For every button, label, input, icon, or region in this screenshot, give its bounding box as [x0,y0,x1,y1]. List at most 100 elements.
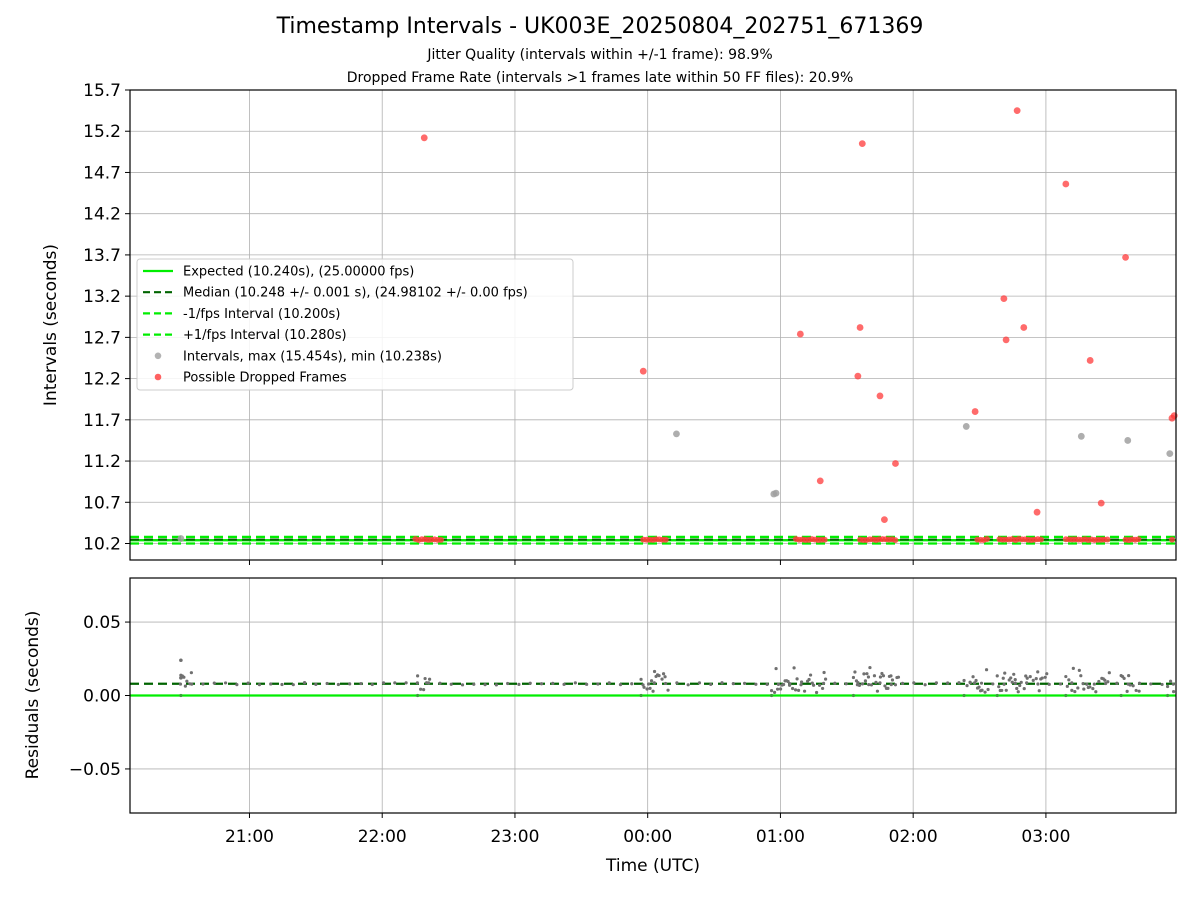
residual-point [765,682,769,686]
residual-point [607,681,611,685]
residual-point [1134,688,1138,693]
residual-point [820,686,825,691]
top-axis-ticks: 10.2 10.7 11.2 11.7 12.2 12.7 13.2 13.7 14.2 14.7… [83,81,1047,565]
residual-point [1065,684,1069,688]
legend-entry-label: -1/fps Interval (10.200s) [183,307,340,322]
residual-point [1013,678,1017,682]
residual-point [786,679,790,684]
residual-point [664,681,668,686]
residual-point [1106,680,1110,684]
dropped-frame-point [856,324,864,331]
residual-point [844,682,848,686]
residual-point [1018,683,1022,688]
residual-point [1103,678,1107,682]
residual-point [881,674,886,678]
residual-point [675,681,679,685]
dropped-frame-point [983,536,990,543]
interval-point [1124,437,1132,444]
top-y-tick-label: 12.7 [83,328,121,348]
residual-point [934,681,939,685]
residual-point [1165,693,1170,698]
top-y-tick-label: 11.7 [83,411,121,431]
residual-point [649,679,654,683]
residual-point [642,685,646,689]
residual-point [416,693,420,698]
residual-point [1079,674,1083,678]
residual-point [1128,683,1132,687]
residual-point [869,683,874,687]
residual-point [900,681,905,685]
dropped-frame-rate-subtitle: Dropped Frame Rate (intervals >1 frames … [346,70,854,86]
residual-point [1165,684,1170,689]
residual-point [1076,686,1080,690]
residual-point [325,681,329,686]
dropped-frame-point [1170,412,1178,420]
residual-point [792,666,796,670]
residual-point [983,690,987,694]
residual-point [1104,681,1108,686]
residual-point [772,690,777,694]
residual-point [1064,674,1068,679]
residual-point [889,674,893,678]
residual-point [997,685,1001,689]
residual-point [957,681,961,685]
residual-point [774,666,778,671]
residual-point [660,677,664,681]
residual-point [639,677,643,681]
residual-point [1025,681,1029,685]
residual-point [984,668,989,672]
residual-point [280,682,284,687]
residual-point [822,670,826,675]
residual-point [648,686,652,691]
residual-point [874,680,878,684]
residual-point [731,682,735,686]
bottom-data-layer [130,658,1176,698]
dropped-frame-point [1169,536,1176,543]
residual-point [1088,685,1092,689]
residual-point [1058,682,1063,686]
top-y-tick-label: 15.7 [83,81,121,101]
residual-point [851,693,856,698]
residual-point [188,682,192,686]
residual-point [778,687,783,691]
residual-point [415,681,419,685]
residual-point [630,682,634,686]
residual-point [1077,668,1081,672]
residual-point [962,693,966,698]
residual-point [878,681,882,685]
residual-point [851,675,856,680]
residual-point [754,682,758,686]
residual-point [1094,690,1098,694]
residual-point [776,682,781,686]
residual-point [720,681,724,685]
residual-point [823,677,828,681]
residual-point [1067,678,1071,682]
residual-point [652,681,656,685]
residual-point [896,675,901,679]
residual-point [1115,681,1119,685]
residual-point [179,658,183,663]
dropped-frame-point [420,134,428,142]
residual-point [551,681,555,685]
top-y-tick-label: 13.7 [83,246,121,266]
bottom-y-tick-label: 0.05 [83,613,121,633]
residual-point [428,677,432,681]
legend-entry-label: +1/fps Interval (10.280s) [183,328,347,343]
legend-entry-label: Possible Dropped Frames [183,371,347,386]
dropped-frame-point [892,537,899,544]
legend-entry-label: Intervals, max (15.454s), min (10.238s) [183,349,442,364]
residual-point [1031,678,1035,682]
residual-point [972,681,977,685]
residual-point [811,683,816,687]
dropped-frame-point [662,536,669,543]
legend-entry-label: Expected (10.240s), (25.00000 fps) [183,265,414,280]
bottom-y-axis-label: Residuals (seconds) [23,611,43,780]
residual-point [1171,690,1176,694]
residual-point [661,672,666,676]
interval-point [177,535,185,542]
x-tick-label: 00:00 [623,827,672,847]
residual-point [1010,680,1014,684]
residual-point [986,687,990,692]
residual-point [235,683,239,687]
residual-point [1131,684,1135,688]
